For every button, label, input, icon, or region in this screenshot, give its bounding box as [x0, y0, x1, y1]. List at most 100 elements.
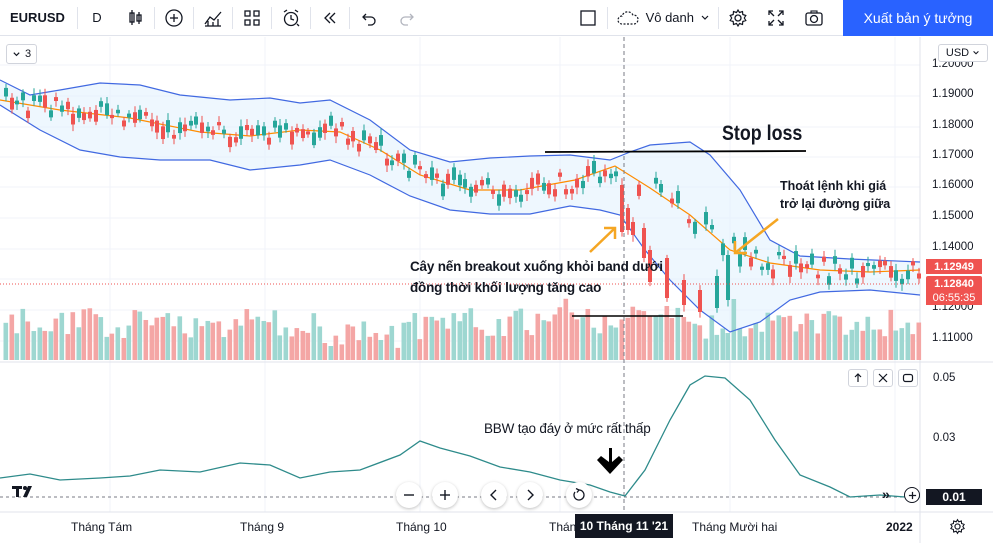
undo-button[interactable]	[350, 0, 388, 36]
pane-maximize-button[interactable]	[898, 369, 918, 387]
tradingview-logo[interactable]	[12, 484, 38, 503]
interval-button[interactable]: D	[92, 10, 102, 25]
candle-body	[239, 126, 243, 139]
candle-body	[413, 155, 417, 165]
volume-bar	[641, 311, 647, 360]
volume-bar	[776, 315, 782, 360]
volume-bar	[227, 329, 233, 360]
candle-body	[407, 170, 411, 178]
volume-bar	[93, 314, 99, 360]
legend-toggle-button[interactable]: 3	[6, 44, 38, 64]
volume-bar	[193, 318, 199, 360]
layout-menu-button[interactable]: Vô danh	[608, 0, 718, 36]
chart-type-button[interactable]	[116, 0, 154, 36]
volume-bar	[490, 335, 496, 360]
redo-button[interactable]	[388, 0, 426, 36]
alert-button[interactable]	[272, 0, 310, 36]
cloud-icon	[616, 10, 639, 25]
candle-body	[368, 136, 372, 144]
candle-body	[598, 176, 602, 184]
pane-move-up-button[interactable]	[848, 369, 868, 387]
volume-bar	[585, 308, 591, 360]
volume-bar	[14, 333, 20, 360]
volume-bar	[216, 321, 222, 360]
volume-bar	[143, 319, 149, 360]
candle-body	[838, 268, 842, 274]
gear-icon	[729, 8, 747, 27]
zoom-in-button[interactable]	[432, 482, 458, 508]
candle-body	[911, 261, 915, 266]
breakout-note: Cây nến breakout xuống khỏi band dưới đồ…	[410, 256, 663, 298]
snapshot-button[interactable]	[795, 0, 833, 36]
volume-bar	[238, 325, 244, 360]
candle-body	[704, 212, 708, 225]
volume-bar	[429, 316, 435, 360]
candle-body	[295, 127, 299, 133]
volume-bar	[742, 336, 748, 360]
volume-bar	[524, 330, 530, 360]
fullscreen-frame-button[interactable]	[569, 0, 607, 36]
candle-body	[49, 110, 53, 118]
candle-body	[396, 153, 400, 162]
chart-settings-button[interactable]	[949, 518, 966, 540]
volume-bar	[339, 344, 345, 360]
chevron-down-icon	[13, 51, 20, 56]
volume-bar	[367, 336, 373, 360]
volume-bar	[406, 321, 412, 360]
toolbar-divider	[153, 6, 155, 29]
candle-body	[32, 95, 36, 101]
replay-button[interactable]	[311, 0, 349, 36]
fullscreen-button[interactable]	[757, 0, 795, 36]
volume-bar	[552, 314, 558, 360]
candle-body	[26, 110, 30, 119]
candle-body	[771, 269, 775, 279]
compare-button[interactable]	[155, 0, 193, 36]
redo-icon	[400, 13, 414, 26]
candle-body	[306, 131, 310, 135]
exit-note-line: Thoát lệnh khi giá	[780, 179, 887, 193]
last-price-tag: 1.12949	[926, 259, 982, 274]
indicators-button[interactable]	[194, 0, 232, 36]
candle-body	[883, 260, 887, 266]
volume-bar	[199, 326, 205, 360]
scroll-right-button[interactable]	[517, 482, 543, 508]
pane-close-button[interactable]	[873, 369, 893, 387]
volume-bar	[770, 320, 776, 360]
candle-body	[105, 103, 109, 116]
volume-bar	[501, 336, 507, 360]
volume-bar	[485, 335, 491, 360]
minus-icon	[404, 494, 414, 496]
volume-bar	[787, 315, 793, 360]
settings-button[interactable]	[719, 0, 757, 36]
volume-bar	[832, 315, 838, 360]
candle-body	[99, 101, 103, 107]
currency-button[interactable]: USD	[938, 44, 988, 62]
candle-body	[43, 95, 47, 108]
candle-body	[542, 182, 546, 191]
candle-body	[642, 228, 646, 258]
symbol-search-button[interactable]: EURUSD	[10, 10, 65, 25]
volume-bar	[98, 317, 104, 360]
candle-body	[217, 122, 221, 126]
price-pane[interactable]: 1.200001.190001.180001.170001.160001.150…	[0, 37, 993, 543]
candle-body	[900, 278, 904, 285]
volume-bar	[149, 325, 155, 360]
volume-bar	[165, 313, 171, 360]
reset-chart-button[interactable]	[566, 482, 592, 508]
volume-bar	[507, 316, 513, 360]
add-indicator-button[interactable]	[904, 487, 920, 503]
templates-button[interactable]	[233, 0, 271, 36]
exit-note: Thoát lệnh khi giá trở lại đường giữa	[780, 177, 890, 213]
zoom-out-button[interactable]	[396, 482, 422, 508]
publish-idea-button[interactable]: Xuất bản ý tưởng	[843, 0, 993, 36]
volume-bar	[535, 313, 541, 360]
volume-bar	[412, 313, 418, 360]
volume-bar	[893, 330, 899, 360]
scroll-to-realtime-button[interactable]: »	[882, 486, 890, 502]
volume-bar	[759, 331, 765, 360]
scroll-left-button[interactable]	[481, 482, 507, 508]
candle-body	[670, 198, 674, 204]
candle-body	[547, 183, 551, 195]
candle-body	[738, 254, 742, 267]
candle-body	[917, 273, 921, 279]
